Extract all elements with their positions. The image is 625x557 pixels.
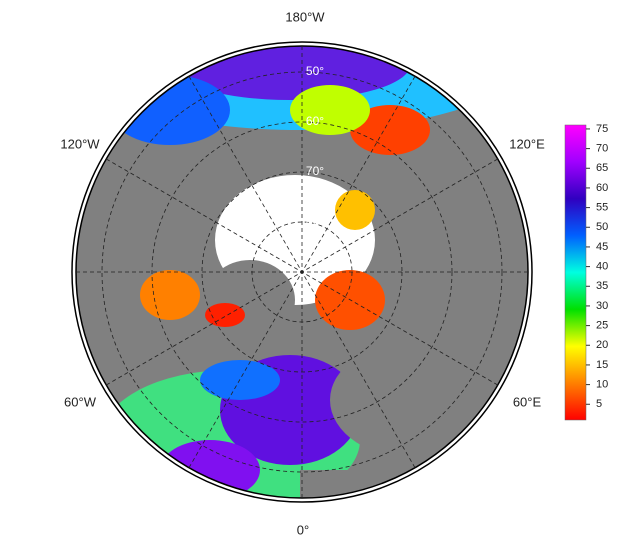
colorbar — [564, 124, 587, 421]
europe — [330, 340, 510, 460]
latitude-circle — [101, 71, 503, 473]
colorbar-tick-label: 5 — [596, 398, 602, 410]
longitude-label: 60°W — [64, 394, 97, 409]
longitude-label: 180°W — [285, 9, 325, 24]
colorbar-tick-label: 30 — [596, 300, 608, 312]
latitude-circle — [151, 121, 453, 423]
colorbar-tick-label: 60 — [596, 182, 608, 194]
longitude-label: 60°E — [513, 394, 542, 409]
colorbar-tick-label: 75 — [596, 123, 608, 135]
map-body — [76, 46, 528, 498]
latitude-label: 60° — [306, 114, 324, 128]
colorbar-tick-label: 40 — [596, 261, 608, 273]
ocean-field — [335, 190, 375, 230]
longitude-label: 120°W — [60, 136, 100, 151]
meridian — [188, 76, 416, 468]
longitude-label: 120°E — [509, 136, 545, 151]
ocean-field — [350, 105, 430, 155]
colorbar-tick-label: 15 — [596, 359, 608, 371]
colorbar-tick-label: 20 — [596, 339, 608, 351]
colorbar-tick-label: 35 — [596, 280, 608, 292]
colorbar-tick-label: 25 — [596, 320, 608, 332]
latitude-label: 70° — [306, 164, 324, 178]
colorbar-tick-label: 10 — [596, 379, 608, 391]
latitude-label: 50° — [306, 64, 324, 78]
ocean-field — [110, 75, 230, 145]
ocean-field — [140, 270, 200, 320]
colorbar-tick-label: 55 — [596, 202, 608, 214]
graticule — [76, 46, 528, 498]
longitude-label: 0° — [297, 522, 309, 537]
latitude-label: 80° — [306, 214, 324, 228]
map-border — [71, 41, 533, 503]
colorbar-tick-label: 45 — [596, 241, 608, 253]
ocean-field — [205, 303, 245, 327]
colorbar-tick-label: 50 — [596, 221, 608, 233]
colorbar-tick-label: 70 — [596, 143, 608, 155]
colorbar-tick-label: 65 — [596, 162, 608, 174]
